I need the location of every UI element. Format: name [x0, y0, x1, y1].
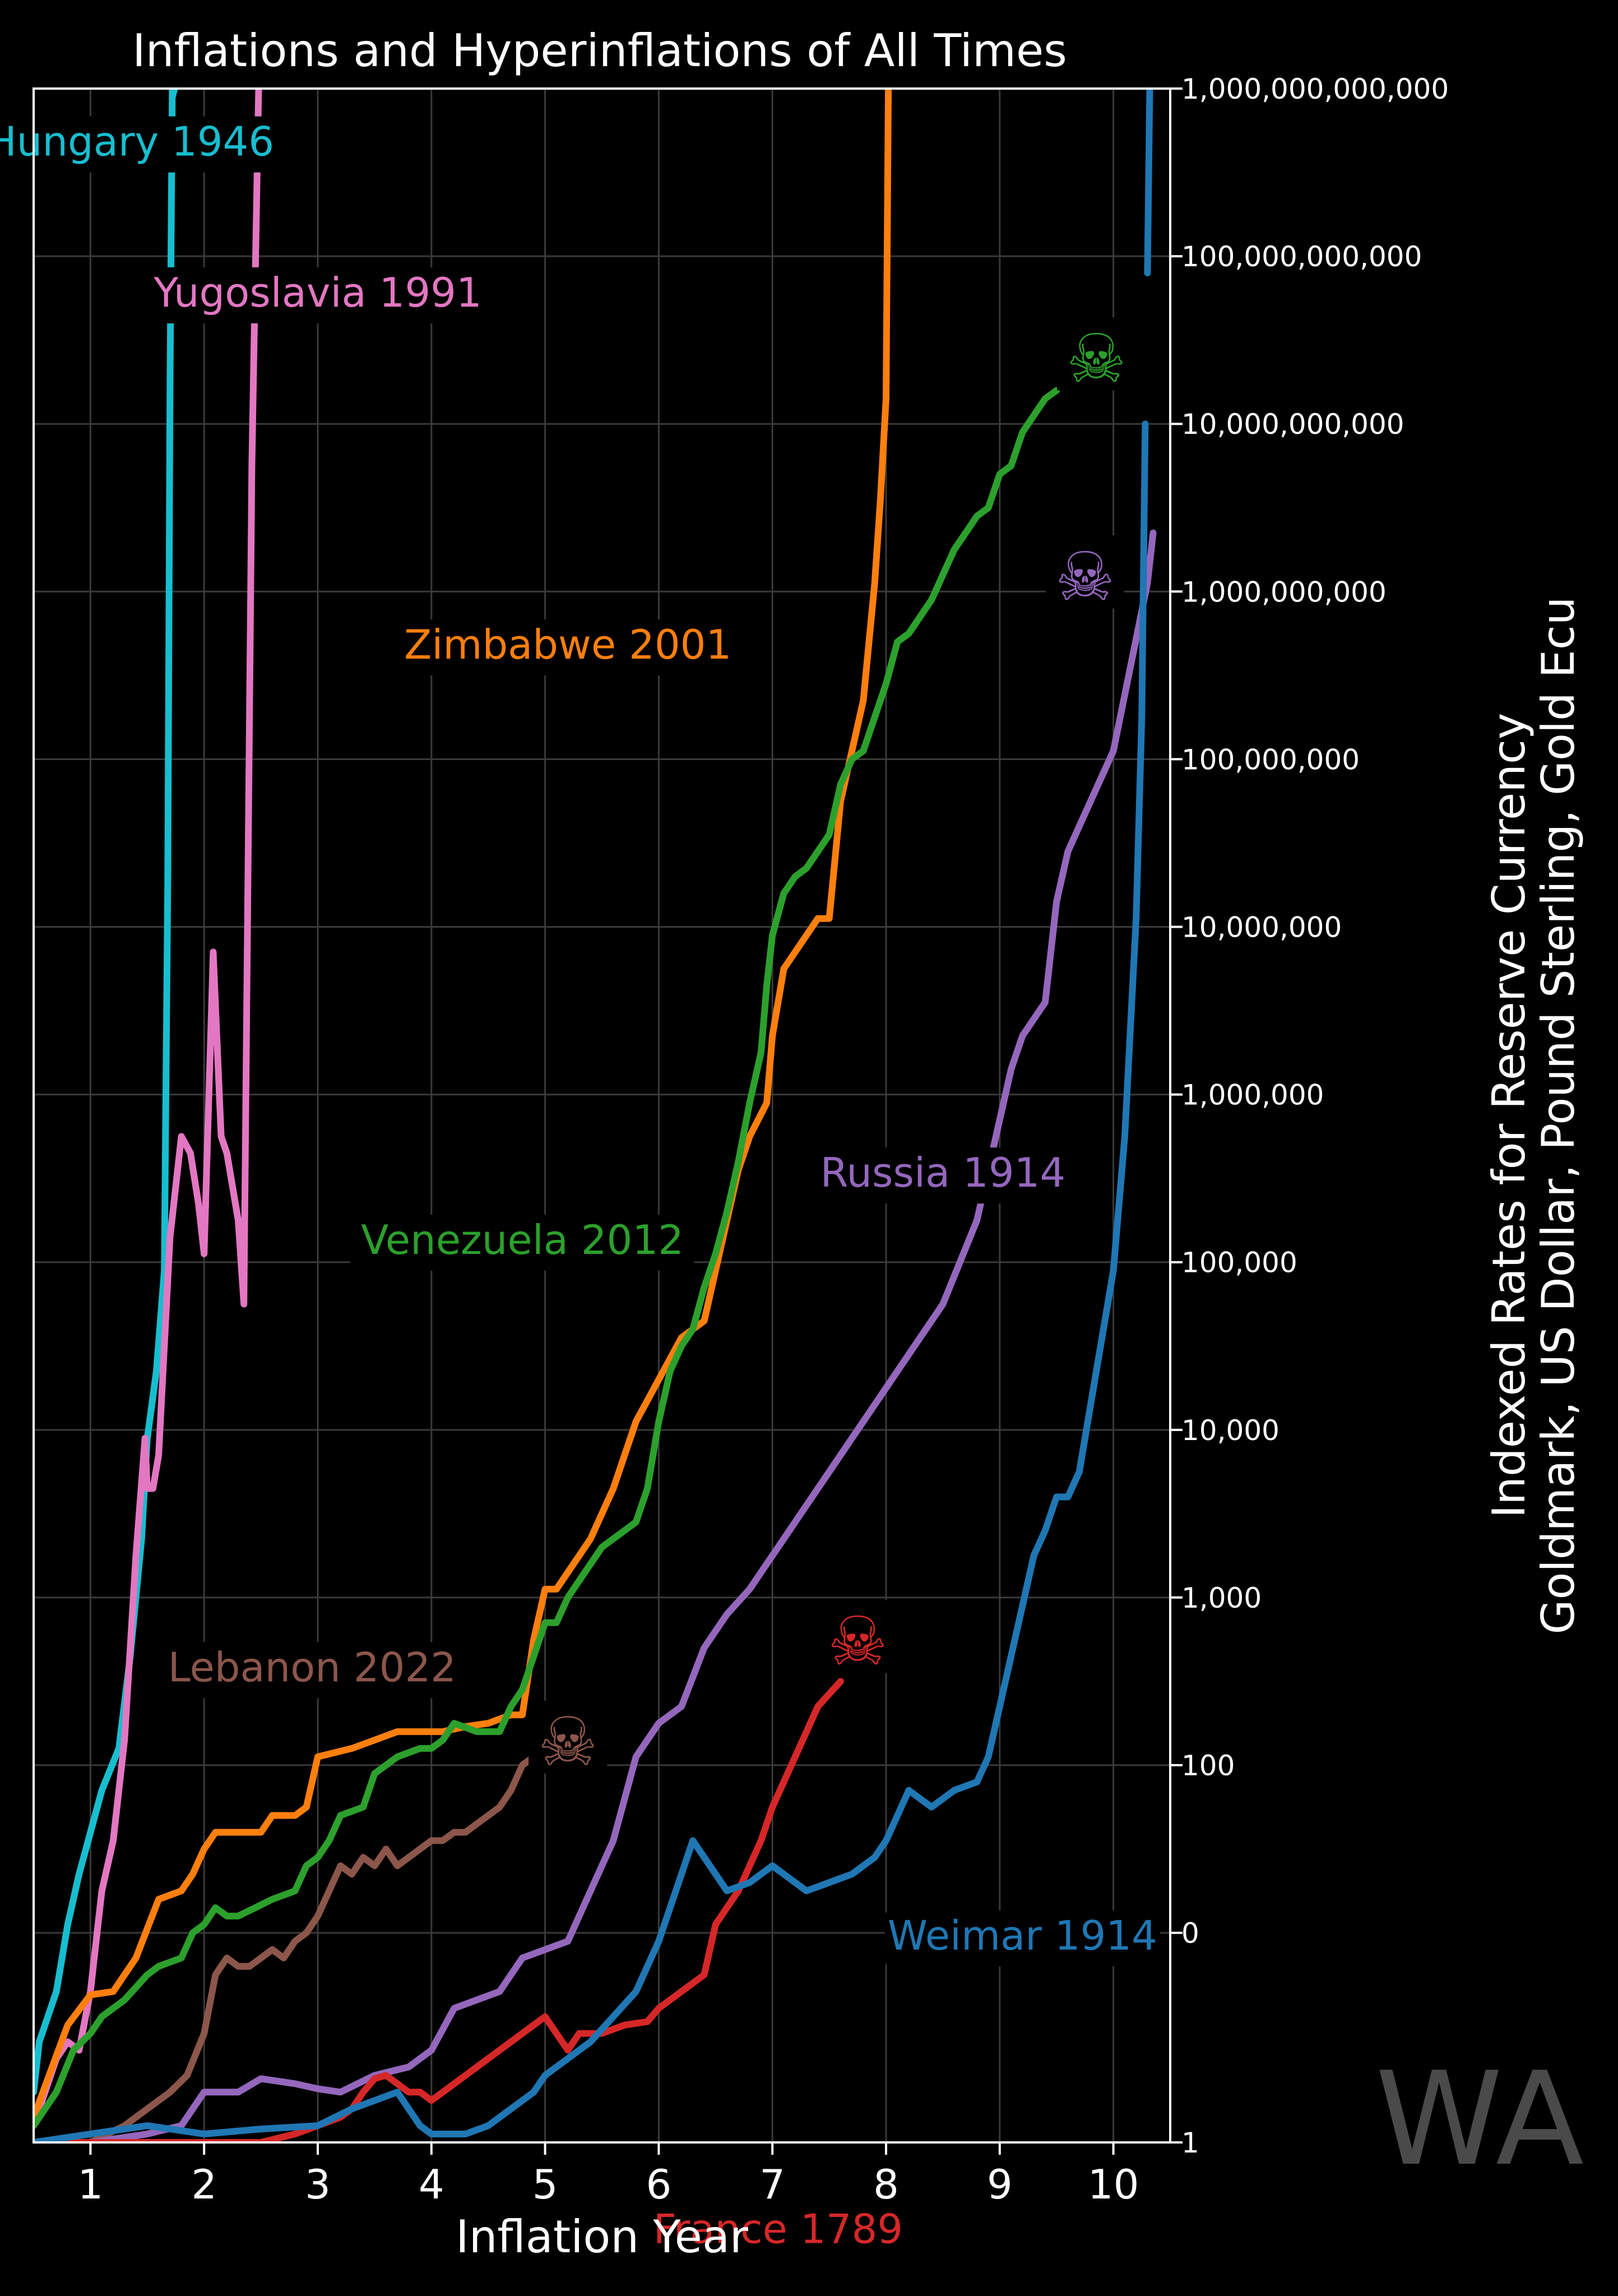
- marker-bg: [1045, 535, 1124, 609]
- series-label-weimar-1914: Weimar 1914: [888, 1912, 1157, 1959]
- skull-icon-lebanon-2022: ☠: [537, 1704, 598, 1781]
- x-tick-label: 10: [1088, 2161, 1139, 2208]
- y-tick-label: 10,000,000: [1181, 911, 1342, 944]
- series-line-russia-1914: [34, 529, 1157, 2142]
- series-label-bg: [884, 1910, 1160, 1967]
- marker-bg: [1057, 317, 1136, 391]
- series-line-zimbabwe-2001: [34, 89, 892, 2121]
- series-line-weimar-1914: [34, 420, 1149, 2142]
- y-tick-label: 10,000,000,000: [1181, 408, 1404, 441]
- series-label-bg: [350, 1214, 695, 1271]
- y-tick-label: 100,000: [1181, 1247, 1297, 1279]
- x-tick-label: 2: [191, 2161, 217, 2208]
- y-tick-label: 10,000: [1181, 1414, 1279, 1447]
- chart-title: Inflations and Hyperinflations of All Ti…: [132, 25, 1067, 77]
- watermark-logo: WA: [1375, 2045, 1584, 2195]
- x-tick-label: 5: [532, 2161, 558, 2208]
- series-label-hungary-1946: Hungary 1946: [0, 118, 274, 165]
- skull-icon-russia-1914: ☠: [1055, 538, 1115, 616]
- x-tick-label: 8: [873, 2161, 899, 2208]
- y-tick-label: 100,000,000,000: [1181, 240, 1422, 273]
- series-label-france-1789: France 1789: [653, 2205, 903, 2252]
- series-line-hungary-1946-segment: [169, 89, 178, 100]
- series-label-bg: [0, 116, 280, 173]
- x-tick-label: 3: [305, 2161, 331, 2208]
- x-tick-label: 7: [759, 2161, 785, 2208]
- x-tick-label: 1: [77, 2161, 103, 2208]
- y-tick-label: 1,000,000,000: [1181, 576, 1387, 608]
- y-tick-label: 0: [1181, 1917, 1199, 1950]
- y-tick-label: 100: [1181, 1749, 1235, 1782]
- skull-icon-venezuela-2012: ☠: [1066, 320, 1126, 398]
- series-label-bg: [640, 2204, 916, 2260]
- series-label-bg: [134, 267, 502, 323]
- series-label-yugoslavia-1991: Yugoslavia 1991: [153, 269, 482, 316]
- terminal-markers: ☠ ☠ ☠ ☠: [528, 317, 1136, 1781]
- x-tick-label: 9: [987, 2161, 1013, 2208]
- y-tick-label: 1,000: [1181, 1582, 1262, 1614]
- series-line-yugoslavia-1991: [34, 89, 262, 2130]
- series-label-bg: [805, 1147, 1081, 1204]
- y-tick-label: 1,000,000: [1181, 1079, 1324, 1112]
- series-label-venezuela-2012: Venezuela 2012: [361, 1216, 684, 1263]
- series-line-venezuela-2012: [34, 387, 1060, 2130]
- y-axis-label-line2: Goldmark, US Dollar, Pound Sterling, Gol…: [1532, 596, 1584, 1634]
- y-tick-label: 1: [1181, 2127, 1199, 2159]
- series-label-zimbabwe-2001: Zimbabwe 2001: [404, 621, 731, 668]
- y-axis-label-line1: Indexed Rates for Reserve Currency: [1483, 713, 1535, 1519]
- series-line-lebanon-2022: [34, 1753, 537, 2142]
- plot-frame: [33, 87, 1171, 2144]
- series-lines: [34, 89, 1157, 2142]
- series-labels: Hungary 1946 Yugoslavia 1991 Zimbabwe 2001…: [0, 116, 1160, 2260]
- y-tick-label: 100,000,000: [1181, 743, 1360, 776]
- y-tick-label: 1,000,000,000,000: [1181, 73, 1449, 105]
- skull-icon-france-1789: ☠: [828, 1603, 888, 1681]
- marker-bg: [528, 1701, 608, 1774]
- y-axis-ticks: 1 0 100 1,000 10,000 100,000 1,000,000 10,000,0…: [1170, 73, 1449, 2159]
- series-line-hungary-1946: [34, 89, 176, 2096]
- series-label-russia-1914: Russia 1914: [820, 1149, 1066, 1196]
- series-label-bg: [163, 1642, 461, 1698]
- series-line-weimar-1914-segment: [1144, 89, 1153, 276]
- x-tick-label: 6: [646, 2161, 671, 2208]
- x-axis-label: Inflation Year: [456, 2211, 748, 2263]
- series-label-bg: [407, 619, 729, 675]
- series-label-lebanon-2022: Lebanon 2022: [168, 1644, 456, 1691]
- marker-bg: [818, 1600, 897, 1673]
- x-axis-ticks: 1 2 3 4 5 6 7 8 9 10: [77, 2142, 1139, 2208]
- x-tick-label: 4: [419, 2161, 444, 2208]
